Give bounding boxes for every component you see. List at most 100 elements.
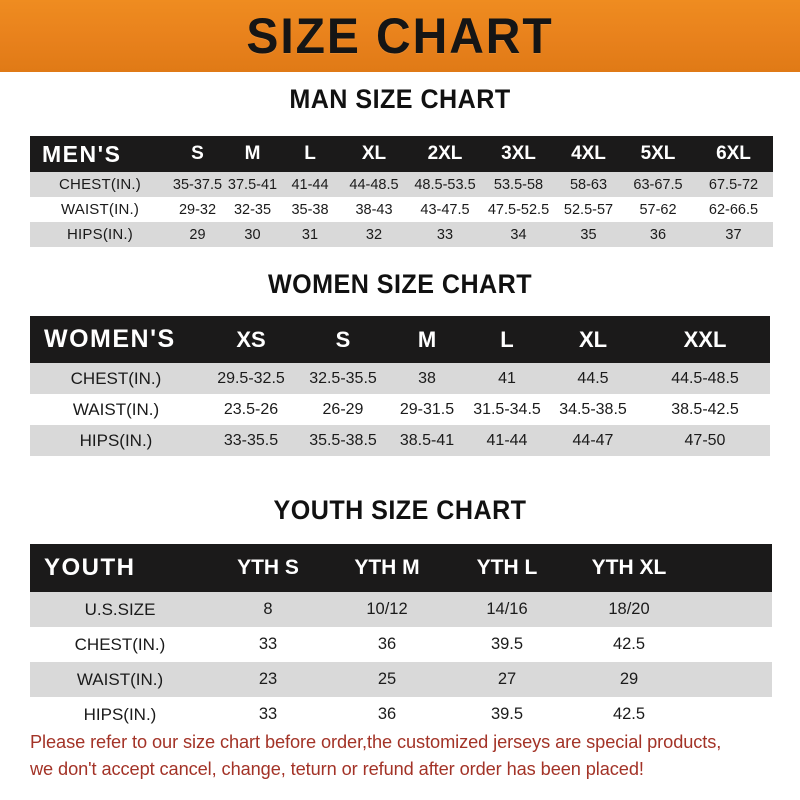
- table-row: WAIST(IN.) 29-32 32-35 35-38 38-43 43-47…: [30, 197, 773, 222]
- men-cell: 67.5-72: [708, 176, 759, 193]
- women-column-header: XXL: [683, 326, 727, 352]
- table-row: HIPS(IN.) 33-35.5 35.5-38.5 38.5-41 41-4…: [30, 425, 770, 456]
- men-cell: 34: [510, 226, 527, 243]
- women-cell: 35.5-38.5: [309, 431, 377, 449]
- men-column-header: 5XL: [640, 143, 676, 164]
- men-size-table: MEN'S S M L XL 2XL 3XL 4XL 5XL 6XL CHEST…: [30, 136, 773, 247]
- table-row: WAIST(IN.) 23 25 27 29: [30, 662, 772, 697]
- women-cell: 38: [418, 369, 436, 387]
- women-header-row: WOMEN'S XS S M L XL XXL: [30, 316, 770, 363]
- youth-cell: 42.5: [612, 635, 646, 653]
- table-row: CHEST(IN.) 35-37.5 37.5-41 41-44 44-48.5…: [30, 172, 773, 197]
- men-column-header: 6XL: [716, 143, 751, 164]
- women-cell: 33-35.5: [223, 431, 279, 449]
- youth-cell-spacer: [692, 627, 772, 662]
- footer-line-2: we don't accept cancel, change, teturn o…: [30, 757, 644, 779]
- men-cell: 35-37.5: [172, 176, 223, 193]
- men-cell: 36: [649, 226, 667, 243]
- men-cell: 44-48.5: [349, 176, 399, 193]
- table-row: HIPS(IN.) 33 36 39.5 42.5: [30, 697, 772, 732]
- women-cell: 31.5-34.5: [473, 400, 541, 418]
- page-title: SIZE CHART: [246, 8, 554, 64]
- women-cell: 29.5-32.5: [217, 369, 285, 387]
- men-cell: 29-32: [178, 201, 217, 218]
- youth-row-label: HIPS(IN.): [83, 704, 157, 724]
- youth-cell: 18/20: [608, 600, 650, 618]
- youth-table-body: U.S.SIZE 8 10/12 14/16 18/20 CHEST(IN.) …: [30, 592, 772, 732]
- men-cell: 30: [244, 226, 261, 243]
- men-cell: 52.5-57: [563, 201, 614, 218]
- men-column-header: S: [191, 143, 204, 164]
- youth-size-table: YOUTH YTH S YTH M YTH L YTH XL U.S.SIZE …: [30, 544, 772, 732]
- women-size-table: WOMEN'S XS S M L XL XXL CHEST(IN.) 29.5-…: [30, 316, 770, 456]
- women-table-header: WOMEN'S XS S M L XL XXL: [30, 316, 770, 363]
- youth-column-header: YTH L: [476, 556, 538, 579]
- men-cell: 53.5-58: [493, 176, 544, 193]
- youth-cell: 8: [263, 600, 273, 618]
- women-row-label: HIPS(IN.): [79, 430, 153, 450]
- men-column-header: 3XL: [501, 143, 536, 164]
- women-cell: 29-31.5: [399, 400, 455, 418]
- youth-section-title: YOUTH SIZE CHART: [273, 495, 527, 525]
- men-cell: 37: [725, 226, 742, 243]
- men-cell: 57-62: [639, 201, 677, 218]
- youth-column-header: YTH M: [354, 556, 420, 579]
- men-cell: 33: [436, 226, 454, 243]
- women-row-label: CHEST(IN.): [70, 368, 162, 388]
- youth-row-label: WAIST(IN.): [76, 669, 164, 689]
- men-row-label: CHEST(IN.): [59, 176, 141, 193]
- women-cell: 44.5-48.5: [671, 369, 739, 387]
- youth-cell: 36: [377, 705, 397, 723]
- youth-column-header: YTH S: [237, 556, 299, 579]
- table-row: HIPS(IN.) 29 30 31 32 33 34 35 36 37: [30, 222, 773, 247]
- table-row: WAIST(IN.) 23.5-26 26-29 29-31.5 31.5-34…: [30, 394, 770, 425]
- women-section-title: WOMEN SIZE CHART: [267, 269, 533, 299]
- women-row-label: WAIST(IN.): [72, 399, 160, 419]
- women-column-header: XL: [578, 326, 608, 352]
- men-cell: 38-43: [355, 201, 393, 218]
- men-column-header: XL: [361, 143, 387, 164]
- men-cell: 35: [580, 226, 597, 243]
- youth-cell-spacer: [692, 697, 772, 732]
- men-cell: 47.5-52.5: [487, 201, 550, 218]
- youth-column-header: YTH XL: [591, 556, 667, 579]
- men-cell: 41-44: [291, 176, 329, 193]
- women-cell: 38.5-41: [399, 431, 455, 449]
- youth-cell: 39.5: [490, 705, 524, 723]
- men-cell: 48.5-53.5: [414, 176, 476, 193]
- table-row: U.S.SIZE 8 10/12 14/16 18/20: [30, 592, 772, 627]
- youth-header-label: YOUTH: [44, 554, 136, 581]
- youth-cell: 33: [258, 635, 278, 653]
- women-column-header: XS: [236, 326, 266, 352]
- youth-cell: 39.5: [490, 635, 524, 653]
- youth-cell: 14/16: [486, 600, 528, 618]
- men-column-header: 4XL: [571, 143, 606, 164]
- table-row: CHEST(IN.) 33 36 39.5 42.5: [30, 627, 772, 662]
- men-row-label: WAIST(IN.): [60, 201, 140, 218]
- youth-cell: 25: [377, 670, 397, 688]
- men-cell: 31: [301, 226, 319, 243]
- youth-cell: 42.5: [612, 705, 646, 723]
- women-cell: 47-50: [684, 431, 726, 449]
- youth-cell: 33: [258, 705, 278, 723]
- women-cell: 32.5-35.5: [309, 369, 377, 387]
- men-header-row: MEN'S S M L XL 2XL 3XL 4XL 5XL 6XL: [30, 136, 773, 172]
- women-cell: 41: [498, 369, 516, 387]
- men-cell: 29: [189, 226, 206, 243]
- men-row-label: HIPS(IN.): [67, 226, 133, 243]
- youth-cell-spacer: [692, 592, 772, 627]
- women-header-label: WOMEN'S: [44, 325, 176, 353]
- women-cell: 44.5: [577, 369, 609, 387]
- footer-disclaimer: Please refer to our size chart before or…: [30, 729, 767, 783]
- youth-row-label: U.S.SIZE: [84, 599, 156, 619]
- youth-cell: 27: [497, 670, 517, 688]
- men-cell: 32-35: [233, 201, 272, 218]
- women-column-header: M: [417, 326, 437, 352]
- table-row: CHEST(IN.) 29.5-32.5 32.5-35.5 38 41 44.…: [30, 363, 770, 394]
- youth-cell: 10/12: [366, 600, 408, 618]
- men-cell: 35-38: [291, 201, 329, 218]
- men-header-label: MEN'S: [42, 140, 122, 167]
- youth-cell: 29: [619, 670, 639, 688]
- footer-line-1: Please refer to our size chart before or…: [30, 731, 722, 752]
- youth-row-label: CHEST(IN.): [74, 634, 166, 654]
